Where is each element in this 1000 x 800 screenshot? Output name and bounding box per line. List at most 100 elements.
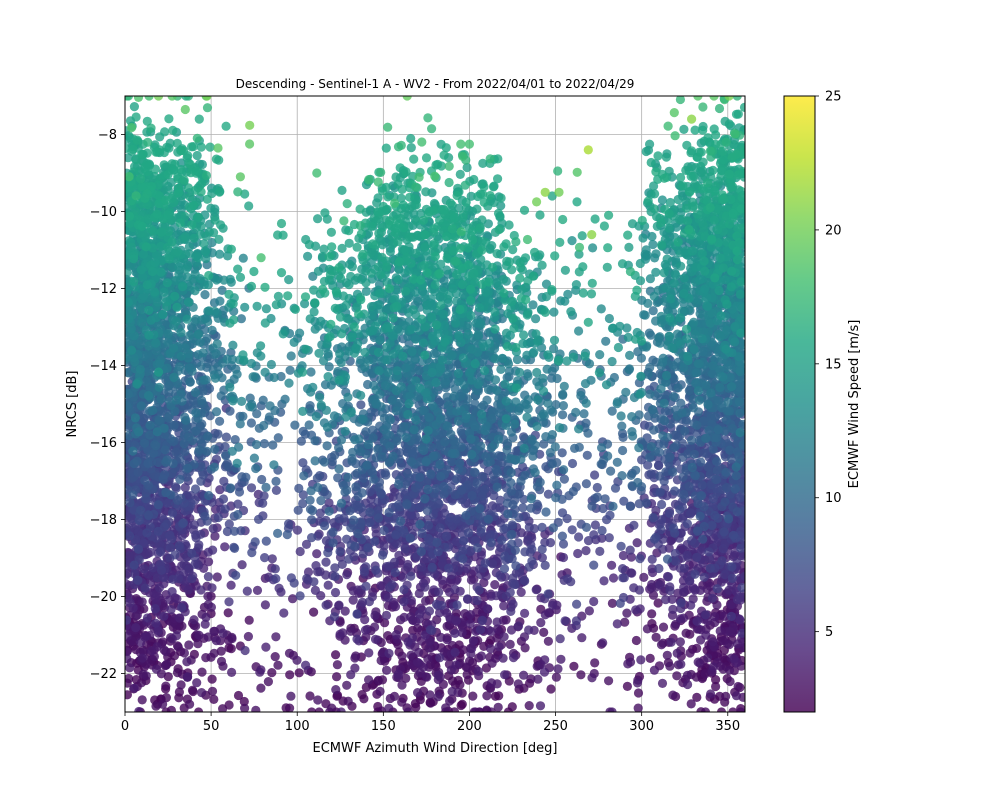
data-point [735,615,745,625]
data-point [657,499,667,510]
data-point [692,643,702,654]
data-point [230,543,240,554]
data-point [211,636,221,646]
data-point [151,441,161,451]
data-point [137,653,147,663]
data-point [161,681,171,691]
data-point [226,580,236,590]
data-point [710,612,720,622]
data-point [491,464,501,474]
data-point [520,608,530,619]
data-point [206,602,216,612]
data-point [476,550,486,560]
data-point [290,420,300,430]
data-point [154,415,164,425]
data-point [147,646,157,656]
data-point [617,471,627,481]
data-point [739,514,745,524]
data-point [385,441,395,451]
data-point [686,600,696,610]
data-point [320,521,330,531]
data-point [383,593,393,603]
data-point [250,537,260,547]
data-point [301,660,311,670]
data-point [537,544,547,555]
data-point [348,447,358,457]
data-point [202,446,212,456]
data-point [423,654,433,664]
data-point [301,539,312,550]
data-point [435,608,445,618]
data-point [703,653,713,663]
data-point [389,691,400,702]
data-point [305,495,315,505]
data-point [569,661,579,671]
data-point [736,707,745,712]
data-point [735,592,745,603]
data-point [365,517,375,527]
data-point [292,525,303,535]
data-point [451,616,461,626]
data-point [233,499,243,509]
data-point [500,670,510,680]
data-point [148,563,158,573]
data-point [672,671,682,681]
data-point [185,699,195,709]
data-point [216,656,227,667]
data-point [261,536,271,546]
data-point [361,581,371,591]
data-point [204,557,214,567]
data-point [384,703,394,712]
data-point [527,556,537,566]
data-point [421,457,431,467]
data-point [700,669,710,679]
data-point [285,670,295,680]
data-point [701,433,711,443]
data-point [499,601,509,611]
data-point [279,608,289,618]
data-point [435,459,445,470]
data-point [615,598,625,609]
data-point [261,482,271,492]
data-point [139,564,149,574]
data-point [699,521,709,532]
data-point [696,457,706,467]
data-point [340,487,350,497]
data-point [343,696,353,706]
data-point [684,481,694,491]
data-point [274,583,284,593]
data-point [225,406,235,416]
data-point [388,451,398,461]
data-point [725,445,735,455]
data-point [334,514,344,524]
data-point [645,653,655,664]
data-point [390,568,400,578]
data-point [458,554,468,564]
data-point [687,462,697,473]
data-point [626,568,636,578]
data-point [724,514,734,524]
data-point [176,680,186,690]
data-point [666,535,676,545]
data-point [482,691,492,701]
data-point [467,490,477,501]
data-point [361,632,371,642]
data-point [335,617,345,627]
data-point [233,690,244,701]
data-point [284,648,295,658]
data-point [334,600,344,610]
data-point [486,626,496,637]
data-point [455,458,465,468]
data-point [535,701,546,711]
data-point [333,473,343,483]
data-point [242,586,252,596]
data-point [721,467,731,477]
data-point [428,451,438,461]
data-point [556,654,566,664]
data-point [668,467,678,477]
data-point [125,570,131,580]
data-point [158,572,169,583]
data-point [465,619,475,629]
data-point [388,492,398,502]
data-point [211,454,221,464]
